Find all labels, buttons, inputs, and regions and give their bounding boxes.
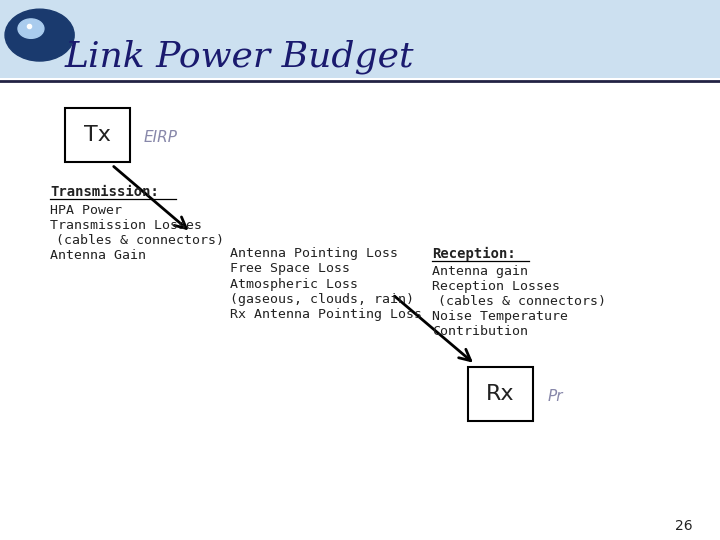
Text: Pr: Pr bbox=[547, 389, 563, 404]
Text: EIRP: EIRP bbox=[144, 130, 178, 145]
Circle shape bbox=[18, 19, 44, 38]
Text: HPA Power: HPA Power bbox=[50, 204, 122, 217]
Text: Transmission:: Transmission: bbox=[50, 185, 159, 199]
Text: 26: 26 bbox=[675, 519, 693, 534]
Text: Antenna Pointing Loss: Antenna Pointing Loss bbox=[230, 247, 398, 260]
Text: Contribution: Contribution bbox=[432, 325, 528, 338]
Circle shape bbox=[5, 9, 74, 61]
Text: Rx Antenna Pointing Loss: Rx Antenna Pointing Loss bbox=[230, 308, 423, 321]
FancyBboxPatch shape bbox=[468, 367, 533, 421]
Text: Reception Losses: Reception Losses bbox=[432, 280, 560, 293]
Text: Transmission Losses: Transmission Losses bbox=[50, 219, 202, 232]
Text: Reception:: Reception: bbox=[432, 247, 516, 261]
Text: (cables & connectors): (cables & connectors) bbox=[438, 295, 606, 308]
Text: Atmospheric Loss: Atmospheric Loss bbox=[230, 278, 359, 291]
FancyBboxPatch shape bbox=[0, 0, 720, 78]
Text: Antenna gain: Antenna gain bbox=[432, 265, 528, 278]
Text: (cables & connectors): (cables & connectors) bbox=[56, 234, 224, 247]
Text: Antenna Gain: Antenna Gain bbox=[50, 249, 146, 262]
FancyBboxPatch shape bbox=[65, 108, 130, 162]
Text: Free Space Loss: Free Space Loss bbox=[230, 262, 351, 275]
Text: Link Power Budget: Link Power Budget bbox=[65, 39, 414, 74]
Text: Tx: Tx bbox=[84, 125, 111, 145]
Text: Noise Temperature: Noise Temperature bbox=[432, 310, 568, 323]
Text: Rx: Rx bbox=[486, 384, 515, 404]
Text: (gaseous, clouds, rain): (gaseous, clouds, rain) bbox=[230, 293, 415, 306]
